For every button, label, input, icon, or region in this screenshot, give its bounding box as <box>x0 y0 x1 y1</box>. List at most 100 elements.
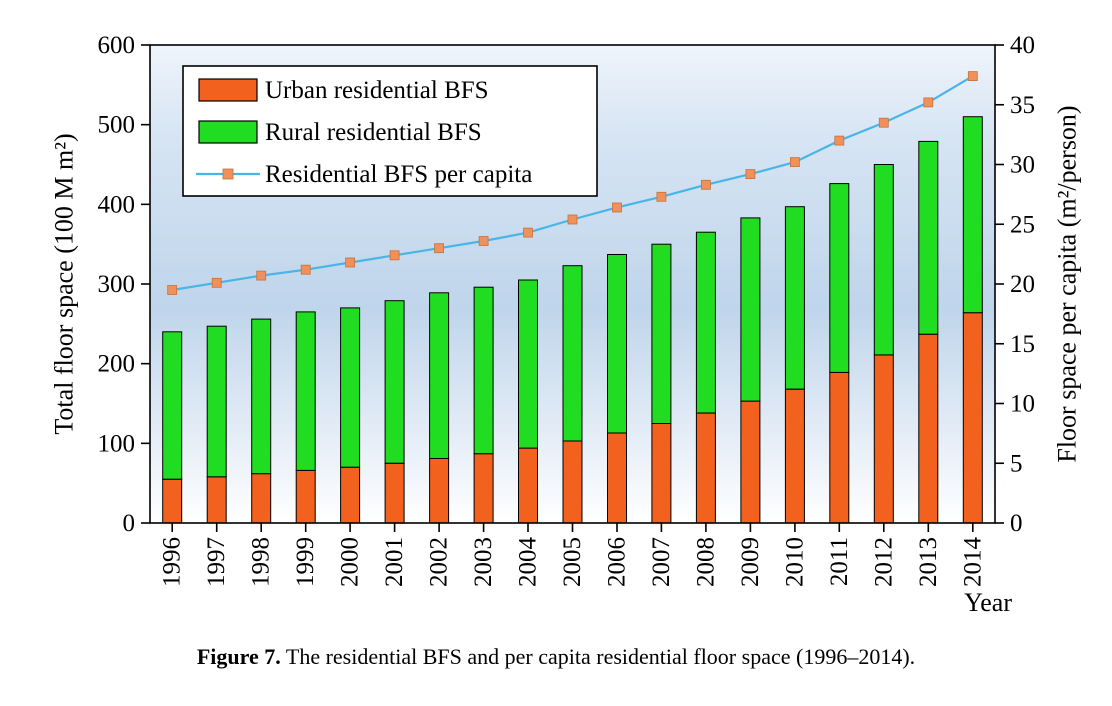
bar-urban-segment <box>473 453 494 524</box>
right-axis-tick-label: 25 <box>1010 211 1035 238</box>
left-axis-title: Total floor space (100 M m²) <box>50 133 79 434</box>
per-capita-marker <box>923 97 934 108</box>
per-capita-marker <box>345 257 356 268</box>
bar-urban-segment <box>829 371 850 524</box>
per-capita-marker <box>478 236 489 246</box>
left-axis-tick-label: 300 <box>98 271 136 298</box>
x-axis-tick-label: 2014 <box>959 537 986 588</box>
figure-7: 0 100 200 300 400 500 600 0 5 10 15 20 25 30 35 40 1996 1… <box>0 32 1112 670</box>
x-axis-tick-label: 1999 <box>292 537 319 587</box>
left-axis-tick-label: 100 <box>98 430 136 457</box>
right-axis-tick-label: 20 <box>1010 271 1035 298</box>
legend-label-per-capita: Residential BFS per capita <box>265 161 532 188</box>
right-axis-tick-label: 5 <box>1010 450 1023 477</box>
left-axis-tick-label: 0 <box>123 510 136 537</box>
per-capita-marker <box>656 191 667 202</box>
per-capita-marker <box>878 117 889 128</box>
bar-rural-segment <box>607 254 627 434</box>
per-capita-marker <box>167 285 178 295</box>
bar-rural-segment <box>429 292 450 459</box>
legend-label-urban: Urban residential BFS <box>265 77 489 104</box>
chart-svg: 0 100 200 300 400 500 600 0 5 10 15 20 25 30 35 40 1996 1… <box>50 32 1082 617</box>
right-axis-tick-label: 15 <box>1010 331 1035 358</box>
per-capita-marker <box>612 202 622 213</box>
bar-urban-segment <box>873 354 894 524</box>
bar-urban-segment <box>784 388 805 524</box>
bar-urban-segment <box>295 469 316 524</box>
per-capita-marker <box>790 157 800 168</box>
x-axis-tick-label: 2000 <box>337 537 364 587</box>
x-axis-tick-label: 1998 <box>248 537 275 587</box>
left-axis-tick-label: 600 <box>98 32 136 59</box>
per-capita-marker <box>300 264 311 275</box>
x-axis-tick-label: 2006 <box>604 537 631 587</box>
bar-rural-segment <box>784 206 805 390</box>
right-axis-tick-label: 30 <box>1010 152 1035 179</box>
bar-rural-segment <box>340 307 361 468</box>
legend-label-rural: Rural residential BFS <box>265 119 482 146</box>
x-axis-tick-label: 2001 <box>381 537 408 587</box>
bar-urban-segment <box>162 478 183 524</box>
bar-rural-segment <box>473 286 494 455</box>
right-axis-tick-label: 0 <box>1010 510 1023 537</box>
bar-rural-segment <box>206 325 227 478</box>
left-axis-tick-label: 500 <box>98 112 136 139</box>
x-axis-title: Year <box>964 588 1012 617</box>
right-axis-tick-label: 40 <box>1010 32 1035 59</box>
bar-rural-segment <box>740 217 761 402</box>
bar-urban-segment <box>651 422 672 524</box>
bar-rural-segment <box>518 279 538 449</box>
per-capita-marker <box>745 169 756 180</box>
bar-urban-segment <box>562 440 583 524</box>
legend-swatch-urban <box>198 78 258 102</box>
right-axis-tick-label: 35 <box>1010 92 1035 119</box>
x-axis-tick-label: 2012 <box>870 537 897 587</box>
legend-marker-sample <box>222 168 234 180</box>
per-capita-marker <box>211 277 222 288</box>
bar-urban-segment <box>429 458 450 524</box>
x-axis-tick-label: 1997 <box>203 537 230 587</box>
bar-urban-segment <box>695 412 716 524</box>
right-axis-tick-label: 10 <box>1010 391 1035 418</box>
bar-urban-segment <box>384 462 405 524</box>
bar-urban-segment <box>518 447 538 524</box>
residential-bfs-chart: 0 100 200 300 400 500 600 0 5 10 15 20 25 30 35 40 1996 1… <box>50 32 1082 617</box>
left-axis-tick-label: 200 <box>98 351 136 378</box>
x-axis-tick-label: 2007 <box>648 537 675 587</box>
bar-rural-segment <box>695 231 716 414</box>
legend-swatch-rural <box>198 120 258 144</box>
per-capita-marker <box>701 179 711 190</box>
bar-rural-segment <box>829 183 850 373</box>
figure-caption: Figure 7. The residential BFS and per ca… <box>0 644 1112 670</box>
x-axis-tick-label: 2009 <box>737 537 764 587</box>
per-capita-marker <box>967 71 978 81</box>
bar-urban-segment <box>251 473 272 524</box>
bar-rural-segment <box>962 116 983 314</box>
bar-rural-segment <box>251 318 272 475</box>
bar-urban-segment <box>340 466 361 524</box>
x-axis-tick-label: 2002 <box>426 537 453 587</box>
x-axis-tick-label: 2008 <box>692 537 719 587</box>
right-axis-title: Floor space per capita (m²/person) <box>1053 105 1082 462</box>
per-capita-marker <box>389 250 400 261</box>
bar-rural-segment <box>918 140 939 335</box>
figure-caption-label: Figure 7. <box>196 644 281 669</box>
x-axis-tick-label: 2003 <box>470 537 497 587</box>
per-capita-marker <box>567 214 578 225</box>
bar-urban-segment <box>740 400 761 524</box>
bar-urban-segment <box>607 432 627 524</box>
bar-urban-segment <box>918 333 939 524</box>
per-capita-marker <box>834 135 845 146</box>
per-capita-marker <box>434 243 445 254</box>
left-axis-tick-label: 400 <box>98 191 136 218</box>
x-axis-tick-label: 2005 <box>559 537 586 587</box>
bar-urban-segment <box>962 312 983 524</box>
x-axis-tick-label: 2013 <box>915 537 942 587</box>
bar-rural-segment <box>873 164 894 356</box>
figure-caption-text: The residential BFS and per capita resid… <box>280 644 916 669</box>
bar-rural-segment <box>295 311 316 471</box>
bar-urban-segment <box>206 476 227 524</box>
per-capita-marker <box>523 227 533 238</box>
bar-rural-segment <box>384 300 405 464</box>
bar-rural-segment <box>562 265 583 442</box>
